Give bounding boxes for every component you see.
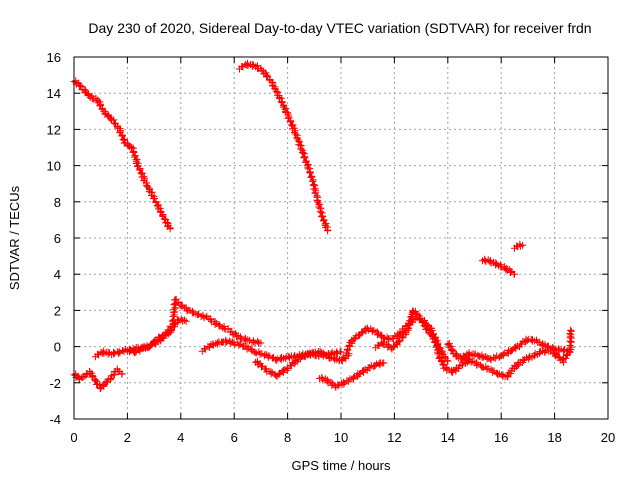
x-tick-label: 20 xyxy=(601,430,615,445)
x-tick-label: 2 xyxy=(124,430,131,445)
y-tick-label: 10 xyxy=(47,159,61,174)
x-tick-label: 4 xyxy=(177,430,184,445)
y-tick-label: 12 xyxy=(47,122,61,137)
series-arc-12 xyxy=(372,307,473,376)
x-tick-label: 12 xyxy=(387,430,401,445)
x-tick-label: 6 xyxy=(231,430,238,445)
series-arc-4 xyxy=(511,240,527,252)
series-arc-2 xyxy=(236,59,332,235)
y-tick-label: -4 xyxy=(49,412,61,427)
x-axis-label: GPS time / hours xyxy=(292,458,391,473)
y-tick-label: 0 xyxy=(54,340,61,355)
series-arc-7 xyxy=(123,315,190,355)
y-tick-label: 14 xyxy=(47,86,61,101)
ticks: 0 2 4 6 8 10 12 14 16 18 20 -4 -2 0 2 4 6 8 10 12 14 16 xyxy=(47,50,616,445)
y-axis-label: SDTVAR / TECUs xyxy=(7,185,22,290)
x-tick-label: 18 xyxy=(547,430,561,445)
x-tick-label: 14 xyxy=(441,430,455,445)
y-tick-label: 16 xyxy=(47,50,61,65)
x-tick-label: 0 xyxy=(70,430,77,445)
y-tick-label: 4 xyxy=(54,267,61,282)
y-tick-label: -2 xyxy=(49,376,61,391)
x-tick-label: 16 xyxy=(494,430,508,445)
series-arc-10 xyxy=(316,359,388,391)
x-tick-label: 8 xyxy=(284,430,291,445)
y-tick-label: 6 xyxy=(54,231,61,246)
data-points xyxy=(70,59,575,393)
series-arc-3 xyxy=(479,255,518,278)
series-arc-9 xyxy=(252,347,353,380)
y-tick-label: 8 xyxy=(54,195,61,210)
chart-title: Day 230 of 2020, Sidereal Day-to-day VTE… xyxy=(88,20,591,36)
series-arc-14 xyxy=(444,326,575,381)
x-tick-label: 10 xyxy=(334,430,348,445)
y-tick-label: 2 xyxy=(54,303,61,318)
